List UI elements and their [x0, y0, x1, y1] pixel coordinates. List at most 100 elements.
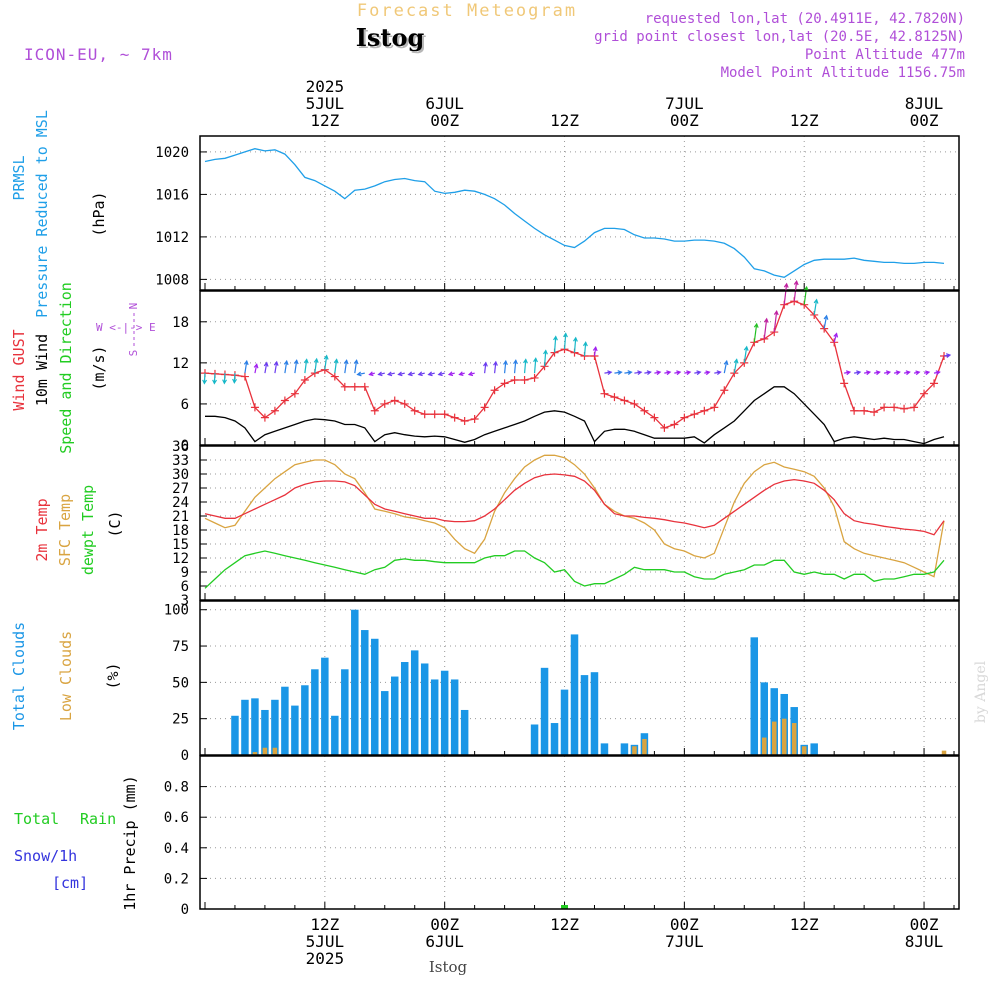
compass-north: N — [127, 303, 140, 310]
total-clouds-bar — [321, 657, 329, 755]
precip-rain-label: Rain — [80, 810, 116, 828]
wind-direction-arrow — [203, 373, 206, 384]
total-clouds-bar — [271, 699, 279, 755]
temp-unit-label: (C) — [106, 510, 124, 537]
wind-direction-arrowhead — [592, 345, 598, 352]
pressure-ytick-label: 1016 — [155, 187, 189, 203]
wind-direction-arrow — [233, 373, 236, 383]
wind-direction-arrowhead — [813, 298, 819, 304]
wind-compass: W <-|-> E N S — [96, 303, 156, 357]
wind-gust-point — [630, 399, 639, 408]
total-clouds-bar — [371, 638, 379, 755]
total-clouds-bar — [410, 650, 419, 755]
wind-direction-arrow — [324, 355, 328, 370]
wind-direction-arrowhead — [833, 332, 839, 338]
wind-gust-point — [260, 413, 269, 422]
pressure-ytick-label: 1020 — [155, 145, 189, 161]
wind-frame — [199, 290, 960, 446]
clouds-ytick-label: 25 — [172, 712, 189, 728]
wind-gust-point — [840, 379, 849, 388]
temperature-ytick-label: 27 — [172, 481, 189, 497]
wind-direction-arrowhead — [915, 370, 921, 376]
wind-gust-point — [620, 396, 629, 405]
bottom-time-label: 00Z — [910, 915, 939, 934]
wind-gust-point — [410, 406, 419, 415]
temperature-ytick-label: 9 — [181, 565, 189, 581]
model-point-altitude: Model Point Altitude 1156.75m — [721, 65, 965, 81]
wind-direction-arrowhead — [856, 370, 862, 376]
temperature-ytick-label: 24 — [172, 495, 189, 511]
wind-ytick-label: 6 — [181, 397, 189, 413]
dewpt-temp-series-line — [204, 550, 945, 589]
low-clouds-bar — [762, 737, 767, 755]
wind-direction-arrow — [783, 283, 788, 305]
wind-gust-point — [680, 413, 689, 422]
wind-direction-arrowhead — [407, 371, 413, 377]
wind-direction-arrowhead — [656, 370, 662, 376]
wind-direction-arrowhead — [447, 371, 454, 377]
wind-direction-arrow — [494, 361, 497, 374]
wind-ytick-label: 18 — [172, 315, 189, 331]
top-time-label: 8JUL — [905, 94, 944, 113]
wind-gust-point — [460, 417, 469, 426]
wind-direction-arrowhead — [646, 370, 652, 376]
total-clouds-bar — [540, 667, 549, 755]
total-clouds-bar — [440, 670, 449, 755]
location-title-shadow: Istog — [358, 25, 427, 54]
total-clouds-bar — [400, 662, 409, 755]
wind-gust-point — [720, 386, 729, 395]
wind-direction-arrowhead — [637, 370, 643, 376]
wind-direction-arrow — [304, 359, 308, 374]
requested-coordinates: requested lon,lat (20.4911E, 42.7820N) — [645, 11, 965, 27]
wind-gust-point — [880, 403, 889, 412]
wind-direction-arrowhead — [493, 360, 498, 366]
pressure-panel: 1008 1012 1016 1020 — [155, 135, 960, 291]
top-time-label: 00Z — [670, 111, 699, 130]
bottom-time-label: 7JUL — [665, 932, 704, 951]
wind-gust-point — [450, 413, 459, 422]
wind-gust-point — [440, 410, 449, 419]
wind-gust-point — [280, 396, 289, 405]
wind-direction-arrowhead — [273, 360, 279, 366]
clouds-unit-label: (%) — [104, 662, 122, 689]
bottom-time-label: 00Z — [670, 915, 699, 934]
wind-direction-arrowhead — [666, 370, 672, 376]
low-clouds-bar — [252, 752, 258, 755]
total-clouds-bar — [281, 686, 289, 755]
temperature-ytick-label: 18 — [172, 523, 189, 539]
total-clouds-bar — [620, 743, 629, 755]
precipitation-ytick-label: 0.6 — [164, 810, 189, 826]
bottom-time-label: 2025 — [306, 949, 345, 968]
total-clouds-bar — [331, 715, 339, 755]
wind-direction-arrow — [543, 350, 547, 367]
total-clouds-bar — [600, 743, 609, 755]
precip-snow-label: Snow/1h — [14, 847, 77, 865]
wind-direction-arrowhead — [313, 357, 319, 363]
wind-gust-point — [420, 410, 429, 419]
wind-direction-arrowhead — [437, 371, 443, 377]
total-clouds-bar — [390, 676, 399, 755]
wind-direction-arrow — [823, 315, 828, 329]
wind-direction-arrowhead — [263, 361, 269, 367]
total-clouds-bar — [241, 699, 249, 755]
bottom-time-label: 00Z — [430, 915, 459, 934]
total-clouds-bar — [430, 679, 439, 755]
wind-gust-point — [520, 375, 529, 384]
wind-direction-arrowhead — [333, 358, 339, 364]
top-time-label: 5JUL — [306, 94, 345, 113]
wind-direction-arrowhead — [945, 353, 952, 358]
wind-direction-arrow — [533, 358, 537, 374]
meteogram-title: Forecast Meteogram — [357, 1, 577, 21]
clouds-frame — [199, 600, 960, 756]
low-clouds-bar — [781, 718, 787, 755]
wind-panel: 0 6 12 18 — [172, 280, 960, 454]
precipitation-ytick-label: 0.2 — [164, 871, 189, 887]
bottom-time-label: 12Z — [310, 915, 339, 934]
wind-direction-arrowhead — [222, 379, 227, 385]
wind-direction-arrowhead — [627, 370, 633, 376]
total-clouds-bar — [560, 689, 569, 755]
total-clouds-bar — [420, 663, 429, 755]
precipitation-ytick-label: 0.8 — [164, 780, 189, 796]
wind-gust-point — [860, 406, 869, 415]
